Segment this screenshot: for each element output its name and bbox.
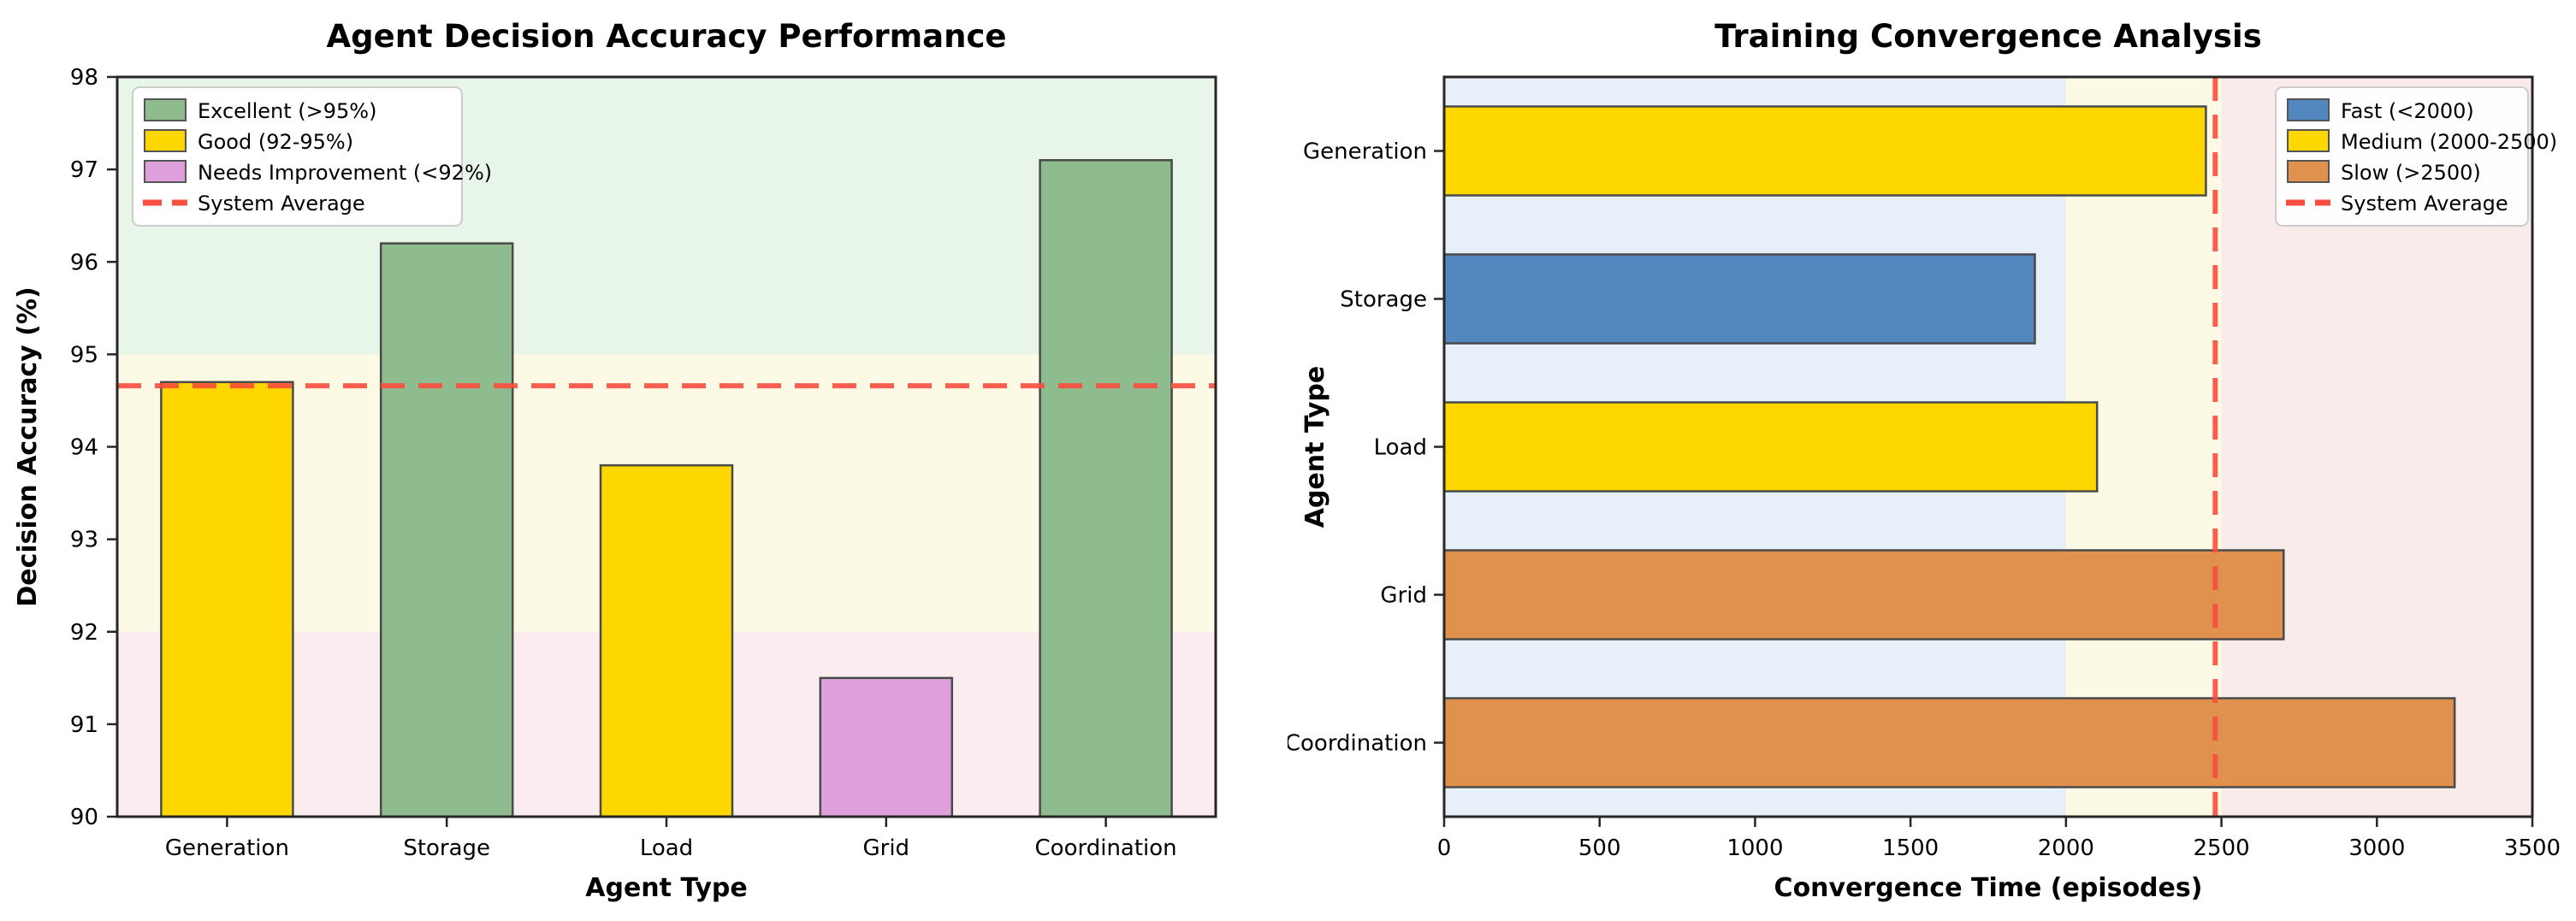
legend-label: Needs Improvement (<92%)	[198, 161, 492, 185]
legend-label: System Average	[2341, 192, 2508, 215]
tick-label: 2500	[2193, 835, 2249, 861]
y-axis-label: Decision Accuracy (%)	[13, 286, 43, 606]
tick-label: 3500	[2504, 835, 2561, 861]
legend-swatch	[2287, 160, 2330, 183]
axes: 0 500 1000 1500 2000 2500 3000 3500 Generation St…	[1288, 139, 2561, 862]
bar-load	[1442, 401, 2099, 493]
tick-label: 1000	[1726, 835, 1783, 861]
tick-label: 3000	[2348, 835, 2405, 861]
accuracy-chart: 90 91 92 93 94 95 96 97 98 Generation Storage Load G…	[13, 18, 1217, 903]
tick-label: 94	[70, 435, 98, 461]
bar-grid	[819, 676, 954, 818]
tick-label: Grid	[863, 835, 910, 861]
legend-swatch	[2287, 98, 2330, 121]
tick-label: 2000	[2038, 835, 2094, 861]
tick-label: Storage	[403, 835, 490, 861]
convergence-chart: 0 500 1000 1500 2000 2500 3000 3500 Generation St…	[1288, 0, 2576, 921]
legend: Excellent (>95%) Good (92-95%) Needs Impro…	[132, 86, 492, 227]
tick-label: 91	[70, 712, 98, 738]
tick-label: Load	[1374, 435, 1427, 461]
tick-label: 95	[70, 342, 98, 368]
bar-load	[599, 463, 734, 818]
y-axis-label: Agent Type	[1300, 366, 1330, 528]
tick-label: 93	[70, 528, 98, 553]
tick-label: Storage	[1340, 287, 1427, 313]
tick-label: Grid	[1380, 583, 1427, 609]
tick-label: Coordination	[1288, 731, 1427, 757]
chart-title: Training Convergence Analysis	[1714, 18, 2261, 55]
legend-label: Good (92-95%)	[198, 130, 353, 154]
legend-label: System Average	[198, 192, 365, 215]
bar-coordination	[1442, 697, 2456, 788]
tick-label: 98	[70, 65, 98, 91]
legend-swatch	[144, 98, 187, 121]
bars	[160, 159, 1173, 818]
tick-label: 500	[1578, 835, 1621, 861]
bar-generation	[1442, 105, 2207, 197]
bar-storage	[1442, 253, 2036, 345]
tick-label: 0	[1437, 835, 1452, 861]
tick-label: Generation	[165, 835, 289, 861]
axes: 90 91 92 93 94 95 96 97 98 Generation Storage Load G…	[70, 65, 1177, 861]
tick-label: 97	[70, 157, 98, 183]
bar-generation	[160, 381, 294, 818]
tick-label: 90	[70, 805, 98, 830]
tick-label: 92	[70, 620, 98, 646]
bar-coordination	[1039, 159, 1173, 818]
tick-label: 96	[70, 250, 98, 275]
legend-label: Medium (2000-2500)	[2341, 130, 2557, 154]
tick-label: Load	[640, 835, 693, 861]
x-axis-label: Agent Type	[585, 873, 747, 903]
chart-title: Agent Decision Accuracy Performance	[327, 18, 1007, 55]
legend-box	[132, 86, 463, 227]
legend-label: Slow (>2500)	[2341, 161, 2481, 185]
tick-label: Generation	[1303, 139, 1427, 165]
x-axis-label: Convergence Time (episodes)	[1774, 873, 2203, 903]
legend-swatch	[144, 129, 187, 152]
legend: Fast (<2000) Medium (2000-2500) Slow (>250…	[2275, 86, 2557, 227]
bar-grid	[1442, 549, 2285, 641]
legend-label: Excellent (>95%)	[198, 99, 376, 123]
tick-label: 1500	[1882, 835, 1939, 861]
legend-box	[2275, 86, 2529, 227]
legend-swatch	[2287, 129, 2330, 152]
legend-label: Fast (<2000)	[2341, 99, 2474, 123]
bar-storage	[379, 242, 514, 818]
legend-swatch	[144, 160, 187, 183]
tick-label: Coordination	[1035, 835, 1177, 861]
